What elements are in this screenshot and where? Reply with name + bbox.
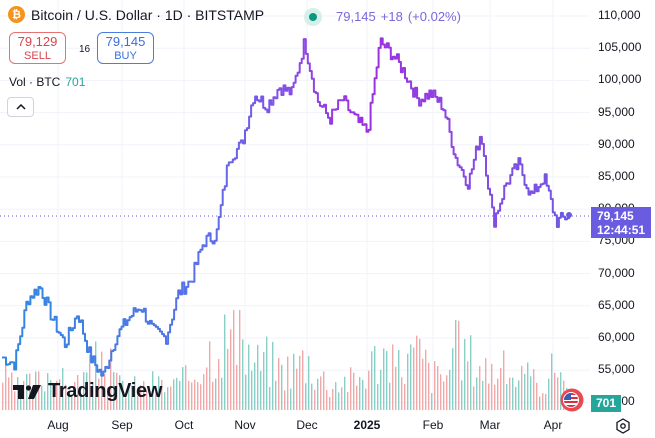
- price-axis-label: 55,000: [598, 362, 635, 377]
- collapse-legend-button[interactable]: [7, 97, 34, 117]
- price-axis-label: 70,000: [598, 265, 635, 280]
- price-axis-label: 85,000: [598, 169, 635, 183]
- bitcoin-logo-icon: ₿: [8, 6, 25, 23]
- time-axis-label: Dec: [296, 418, 318, 432]
- price-change: +18: [380, 9, 403, 24]
- last-price: 79,145: [336, 9, 376, 24]
- price-axis-label: 95,000: [598, 104, 635, 119]
- price-quote: 79,145 +18 (+0.02%): [336, 9, 466, 24]
- last-price-dot: [566, 212, 572, 218]
- price-axis-label: 90,000: [598, 136, 635, 151]
- us-flag-events-icon[interactable]: [560, 388, 584, 412]
- buy-label: BUY: [114, 50, 137, 62]
- time-axis-label: Oct: [174, 418, 194, 432]
- time-axis-label: Apr: [543, 418, 563, 432]
- chevron-up-icon: [15, 104, 26, 110]
- volume-axis-tag: 701: [591, 395, 621, 412]
- sell-button[interactable]: 79,129 SELL: [9, 32, 66, 64]
- time-axis-label: Sep: [111, 418, 133, 432]
- time-axis-label: Nov: [234, 418, 256, 432]
- market-open-status-icon[interactable]: [304, 8, 322, 26]
- status-dot: [309, 13, 317, 21]
- spread-value: 16: [79, 44, 91, 55]
- buy-price: 79,145: [105, 34, 146, 49]
- buy-button[interactable]: 79,145 BUY: [97, 32, 154, 64]
- price-axis-label: 60,000: [598, 330, 635, 344]
- current-price-tag: 79,145 12:44:51: [591, 207, 651, 238]
- price-axis-label: 65,000: [598, 297, 635, 312]
- tradingview-logo[interactable]: TradingView: [13, 380, 162, 403]
- sell-price: 79,129: [17, 34, 58, 49]
- symbol-header[interactable]: ₿ Bitcoin / U.S. Dollar · 1D · BITSTAMP: [8, 6, 264, 23]
- bar-countdown: 12:44:51: [597, 223, 646, 237]
- tradingview-wordmark: TradingView: [48, 380, 163, 402]
- time-axis-label: 2025: [353, 418, 381, 432]
- price-axis-label: 100,000: [598, 72, 642, 87]
- sell-label: SELL: [24, 50, 51, 62]
- volume-legend[interactable]: Vol · BTC 701: [9, 75, 85, 89]
- volume-label: Vol · BTC: [9, 75, 61, 89]
- price-line: [2, 37, 570, 377]
- time-axis-label: Mar: [479, 418, 501, 432]
- time-axis-label: Aug: [47, 418, 69, 432]
- time-axis-label: Feb: [422, 418, 444, 432]
- price-axis-label: 110,000: [598, 8, 641, 22]
- tradingview-logo-icon: [13, 384, 41, 399]
- symbol-title[interactable]: Bitcoin / U.S. Dollar · 1D · BITSTAMP: [31, 6, 265, 23]
- price-axis-label: 105,000: [598, 40, 642, 55]
- volume-bars: [2, 310, 571, 410]
- current-price-label: 79,145: [597, 209, 634, 223]
- volume-value: 701: [65, 75, 86, 89]
- price-change-pct: (+0.02%): [407, 9, 461, 24]
- settings-gear-icon[interactable]: [615, 418, 631, 434]
